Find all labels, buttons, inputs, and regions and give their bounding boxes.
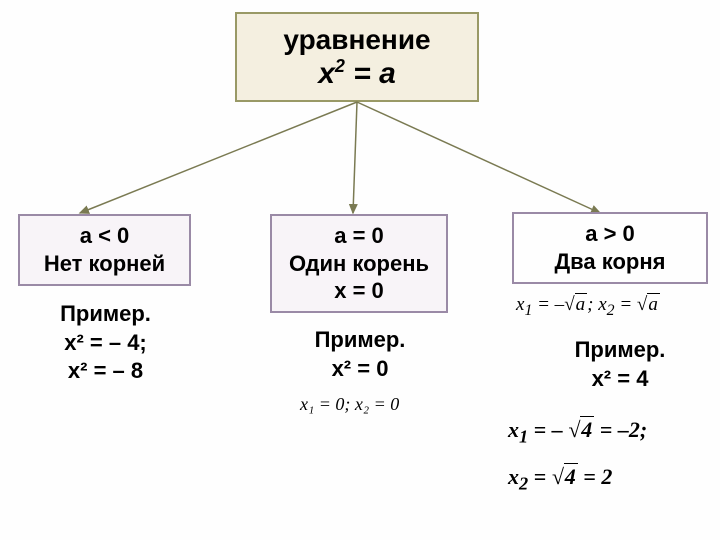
example-label: Пример.: [560, 336, 680, 365]
case-pos-worked: x1 = – 4 = –2; x2 = 4 = 2: [508, 408, 647, 502]
case-pos-cond: a > 0: [522, 220, 698, 248]
example-line: x² = 0: [300, 355, 420, 384]
arrow-right: [357, 102, 600, 213]
worked-line1: x1 = – 4 = –2;: [508, 408, 647, 455]
case-zero-cond: a = 0: [280, 222, 438, 250]
title-equation: x2 = a: [237, 56, 477, 91]
case-zero-extra: x = 0: [280, 277, 438, 305]
arrow-middle: [353, 102, 357, 213]
case-neg-example: Пример. x² = – 4; x² = – 8: [28, 300, 183, 386]
case-pos-example: Пример. x² = 4: [560, 336, 680, 393]
case-neg-cond: a < 0: [28, 222, 181, 250]
example-line: x² = – 8: [28, 357, 183, 386]
title-word: уравнение: [237, 24, 477, 56]
case-zero-example: Пример. x² = 0: [300, 326, 420, 383]
arrow-left: [80, 102, 357, 213]
case-neg-box: a < 0 Нет корней: [18, 214, 191, 286]
case-pos-root-formula: x1 = –a; x2 = a: [516, 294, 660, 320]
case-zero-desc: Один корень: [280, 250, 438, 278]
case-pos-box: a > 0 Два корня: [512, 212, 708, 284]
title-box: уравнение x2 = a: [235, 12, 479, 102]
case-zero-formula: x₁ = 0; x₂ = 0: [300, 394, 399, 415]
example-label: Пример.: [28, 300, 183, 329]
worked-line2: x2 = 4 = 2: [508, 455, 647, 502]
f-text: x₁ = 0; x₂ = 0: [300, 394, 399, 414]
example-line: x² = – 4;: [28, 329, 183, 358]
example-label: Пример.: [300, 326, 420, 355]
example-line: x² = 4: [560, 365, 680, 394]
case-pos-desc: Два корня: [522, 248, 698, 276]
case-neg-desc: Нет корней: [28, 250, 181, 278]
case-zero-box: a = 0 Один корень x = 0: [270, 214, 448, 313]
